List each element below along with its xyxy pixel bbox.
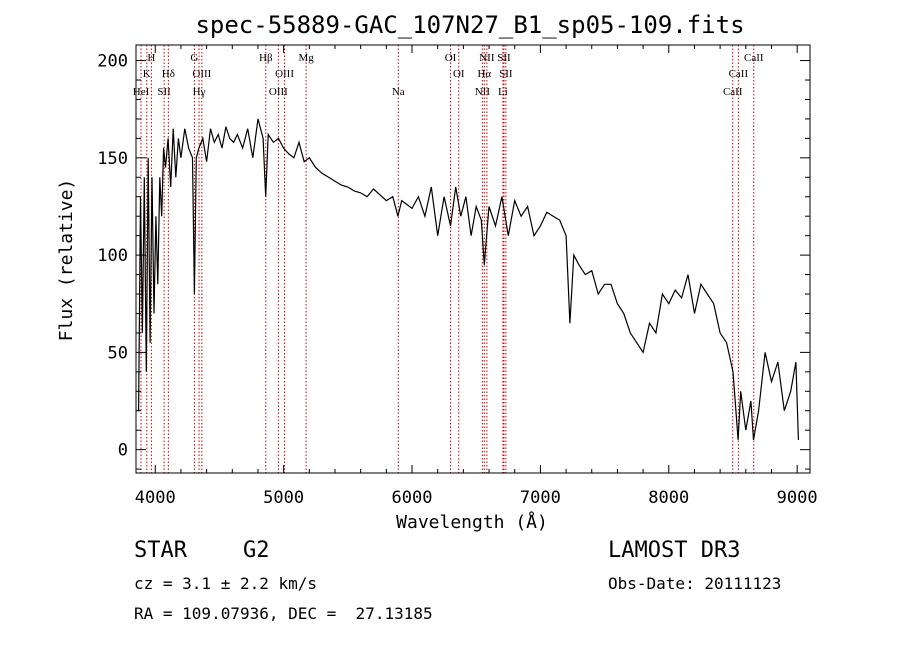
observation-date: Obs-Date: 20111123 [608, 574, 782, 593]
line-marker-label: Hγ [193, 86, 206, 98]
chart-title: spec-55889-GAC_107N27_B1_sp05-109.fits [195, 11, 744, 39]
survey-name: LAMOST DR3 [608, 538, 741, 563]
line-marker-label: CaII [729, 68, 749, 80]
x-tick-label: 5000 [263, 488, 304, 508]
x-tick-label: 7000 [520, 488, 561, 508]
x-axis-label: Wavelength (Å) [396, 511, 548, 533]
redshift-readout: cz = 3.1 ± 2.2 km/s [134, 574, 318, 593]
line-marker-label: OIII [275, 68, 294, 80]
y-tick-label: 50 [108, 343, 128, 363]
line-marker-label: G [190, 52, 198, 64]
x-tick-label: 6000 [392, 488, 433, 508]
object-class: STAR [134, 538, 187, 563]
coordinates-readout: RA = 109.07936, DEC = 27.13185 [134, 604, 433, 623]
line-marker-label: Hδ [162, 68, 175, 80]
line-marker-label: H [147, 52, 155, 64]
line-marker-label: OIII [192, 68, 211, 80]
line-marker-label: OI [445, 52, 457, 64]
y-tick-label: 200 [97, 52, 128, 72]
y-tick-label: 150 [97, 149, 128, 169]
line-marker-label: NII [475, 86, 491, 98]
x-tick-label: 4000 [135, 488, 176, 508]
x-tick-label: 9000 [777, 488, 818, 508]
y-tick-label: 0 [118, 441, 128, 461]
axes: 4000 5000 6000 7000 8000 9000 0 50 100 150 200 [97, 45, 818, 508]
spectrum-series [138, 118, 799, 441]
line-marker-label: Li [498, 86, 508, 98]
line-marker-label: NII [479, 52, 495, 64]
line-marker-label: SII [497, 52, 511, 64]
line-marker-label: HeI [133, 86, 150, 98]
spectral-line-markers: HeIKHSIIHδGOIIIHγHβOIIIOIIIMgNaOIOINIINI… [133, 45, 764, 473]
line-marker-label: Na [392, 86, 405, 98]
line-marker-label: CaII [723, 86, 743, 98]
line-marker-label: SII [499, 68, 513, 80]
line-marker-label: CaII [744, 52, 764, 64]
object-subclass: G2 [243, 538, 270, 563]
x-tick-label: 8000 [648, 488, 689, 508]
y-axis-label: Flux (relative) [56, 179, 77, 342]
line-marker-label: Hβ [259, 52, 273, 64]
plot-frame [135, 44, 811, 474]
y-tick-label: 100 [97, 246, 128, 266]
line-marker-label: SII [157, 86, 171, 98]
line-marker-label: Mg [298, 52, 314, 64]
line-marker-label: Hα [477, 68, 491, 80]
line-marker-label: K [143, 68, 151, 80]
line-marker-label: OI [453, 68, 465, 80]
spectrum-line [138, 118, 799, 441]
line-marker-label: OIII [269, 86, 288, 98]
